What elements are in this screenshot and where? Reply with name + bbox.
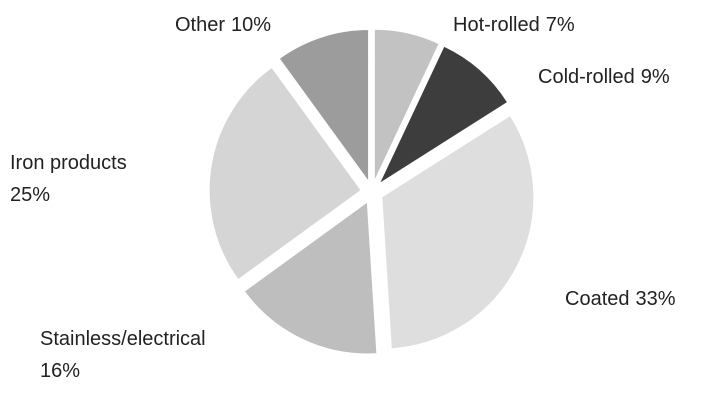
slice-name: Other	[175, 14, 225, 36]
slice-name: Stainless/electrical	[40, 328, 206, 350]
slice-value: 10%	[231, 14, 271, 36]
slice-value: 9%	[641, 66, 670, 88]
pie-slice	[378, 45, 509, 186]
slice-value: 33%	[636, 288, 676, 310]
pie-slice	[208, 66, 362, 281]
slice-label: Other 10%	[175, 14, 271, 36]
pie-slice	[381, 114, 535, 350]
slice-label: Stainless/electrical 16%	[40, 328, 206, 382]
pie-slice	[278, 29, 370, 184]
pie-slice	[373, 28, 440, 182]
slice-label: Coated 33%	[565, 288, 676, 310]
pie-slice	[243, 201, 378, 355]
slice-label: Cold-rolled 9%	[538, 66, 670, 88]
slice-name: Coated	[565, 288, 630, 310]
slice-label: Hot-rolled 7%	[453, 14, 575, 36]
slice-name: Iron products	[10, 152, 127, 174]
slice-value: 16%	[40, 360, 80, 382]
slice-name: Hot-rolled	[453, 14, 540, 36]
slice-label: Iron products 25%	[10, 152, 127, 206]
slice-value: 25%	[10, 184, 50, 206]
slice-name: Cold-rolled	[538, 66, 635, 88]
slice-value: 7%	[546, 14, 575, 36]
